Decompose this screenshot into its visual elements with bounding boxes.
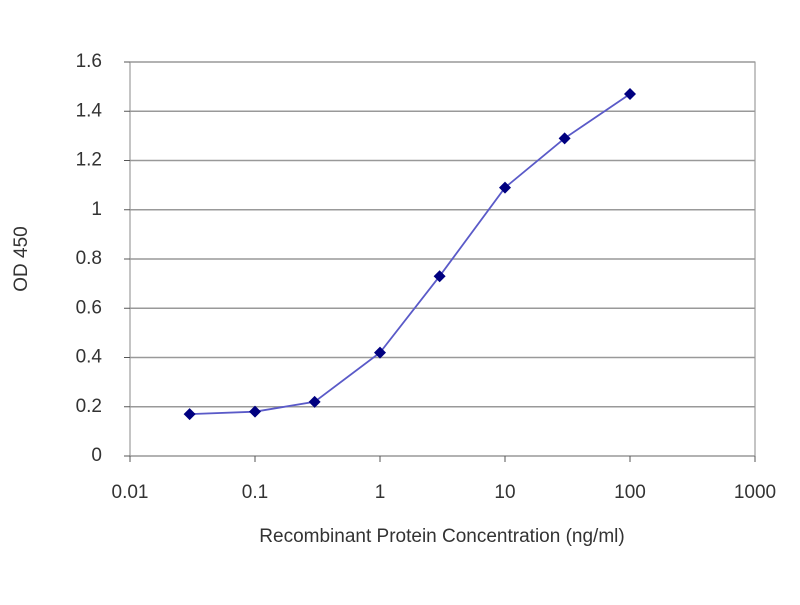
data-point — [183, 408, 196, 421]
y-tick-label: 0 — [91, 445, 102, 466]
data-point — [433, 270, 446, 283]
y-tick-label: 1 — [91, 199, 102, 220]
data-line — [189, 93, 631, 415]
x-tick-label: 100 — [614, 482, 646, 503]
x-tick-label: 0.01 — [112, 482, 149, 503]
x-tick-label: 1000 — [734, 482, 776, 503]
x-tick-label: 10 — [494, 482, 515, 503]
data-point — [624, 88, 636, 101]
data-point — [249, 405, 261, 418]
data-point — [499, 181, 511, 194]
x-tick-label: 1 — [375, 482, 386, 503]
y-axis-label: OD 450 — [11, 226, 32, 291]
y-tick-label: 1.4 — [76, 100, 103, 121]
y-tick-label: 1.6 — [76, 51, 102, 72]
data-point — [308, 395, 321, 408]
x-tick-label: 0.1 — [242, 482, 268, 503]
y-tick-label: 0.2 — [76, 396, 102, 417]
y-tick-label: 0.8 — [76, 248, 102, 269]
y-tick-label: 1.2 — [76, 150, 102, 171]
y-tick-label: 0.6 — [76, 297, 102, 318]
x-axis-label: Recombinant Protein Concentration (ng/ml… — [259, 526, 624, 547]
data-point — [558, 132, 571, 145]
data-point — [374, 346, 386, 359]
y-tick-label: 0.4 — [76, 347, 103, 368]
